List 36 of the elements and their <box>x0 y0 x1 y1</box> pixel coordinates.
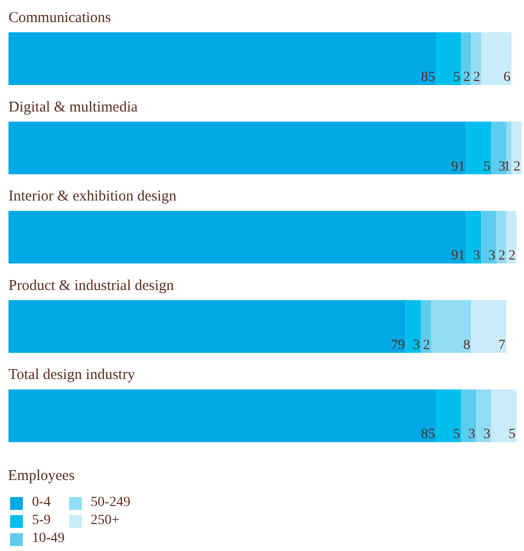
legend-label: 0-4 <box>32 495 52 511</box>
data-label: 2 <box>463 70 470 86</box>
legend-title: Employees <box>8 468 76 485</box>
data-label: 7 <box>498 338 506 353</box>
data-label: 5 <box>508 427 516 442</box>
data-label: 85 <box>421 427 435 442</box>
data-label: 3 <box>412 338 420 353</box>
legend-label: 50-249 <box>90 495 130 511</box>
data-label: 85 <box>421 70 435 86</box>
legend-label: 250+ <box>90 513 120 529</box>
data-label: 3 <box>468 427 476 442</box>
data-label: 3 <box>498 159 506 174</box>
data-label: 6 <box>503 70 510 86</box>
data-label: 91 <box>451 248 466 264</box>
data-label: 3 <box>483 427 490 442</box>
data-label: 5 <box>453 427 460 442</box>
data-label: 3 <box>488 248 496 264</box>
legend-label: 5-9 <box>32 513 52 529</box>
data-label: 3 <box>473 248 480 264</box>
data-label: 2 <box>473 70 480 86</box>
y-tick-label: Communications <box>8 10 112 26</box>
data-label: 91 <box>451 159 466 174</box>
data-label: 2 <box>422 338 430 353</box>
data-label: 8 <box>463 338 470 353</box>
y-tick-label: Digital & multimedia <box>8 99 138 116</box>
legend-label: 10-49 <box>32 531 65 547</box>
data-label: 2 <box>508 248 516 264</box>
data-label: 1 <box>503 159 510 174</box>
data-label: 5 <box>483 159 490 174</box>
data-label: 5 <box>453 70 460 86</box>
y-tick-label: Product & industrial design <box>8 278 174 294</box>
y-tick-label: Interior & exhibition design <box>8 188 177 205</box>
data-label: 79 <box>390 338 405 353</box>
data-label: 2 <box>514 159 520 174</box>
y-tick-label: Total design industry <box>8 367 136 384</box>
data-label: 2 <box>498 248 506 264</box>
